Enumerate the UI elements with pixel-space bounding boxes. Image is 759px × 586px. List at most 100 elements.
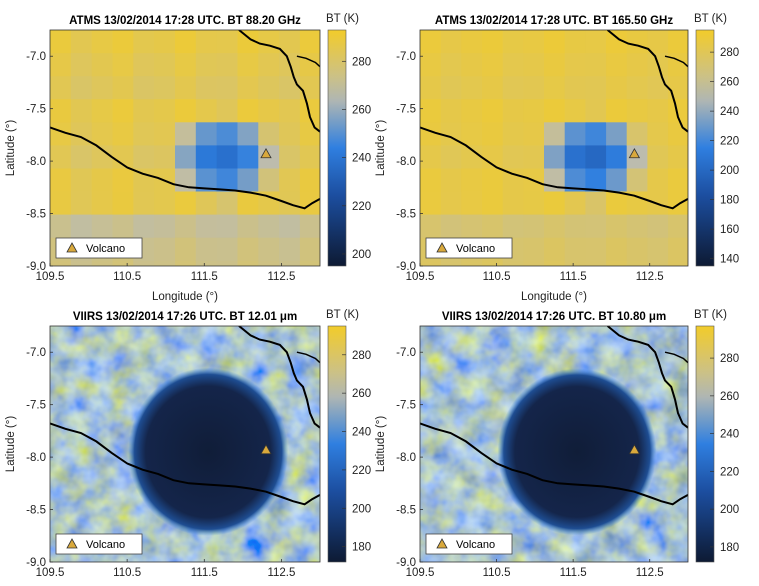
x-tick-label: 110.5 <box>483 271 511 283</box>
y-tick-label: -8.0 <box>26 452 46 464</box>
colorbar-tick-label: 200 <box>720 504 739 516</box>
bt-pixel <box>91 145 114 170</box>
coastline-island <box>296 351 320 364</box>
bt-pixel <box>112 99 134 123</box>
bt-pixel <box>544 122 566 146</box>
bt-pixel <box>585 168 607 193</box>
bt-pixel <box>91 260 114 266</box>
bt-pixel <box>237 191 259 216</box>
colorbar-tick-label: 280 <box>720 353 739 365</box>
colorbar-tick-label: 200 <box>352 503 371 515</box>
colorbar-tick-label: 180 <box>352 542 371 554</box>
bt-pixel <box>420 191 442 216</box>
bt-pixel <box>195 260 218 266</box>
y-tick-label: -7.0 <box>396 51 416 63</box>
y-axis-label: Latitude (°) <box>375 416 387 473</box>
bt-pixel <box>70 30 93 54</box>
bt-pixel <box>544 145 566 170</box>
colorbar-label: BT (K) <box>326 309 359 321</box>
bt-pixel <box>420 30 442 54</box>
bt-pixel <box>91 99 114 123</box>
legend: Volcano <box>425 237 513 259</box>
colorbar-tick-label: 280 <box>352 56 371 68</box>
bt-pixel <box>502 260 524 266</box>
bt-pixel <box>216 76 238 100</box>
y-tick-label: -9.0 <box>26 557 46 569</box>
bt-pixel <box>279 237 301 262</box>
bt-pixel <box>461 168 483 193</box>
bt-pixel <box>523 122 545 146</box>
bt-pixel <box>420 122 442 146</box>
bt-pixel <box>626 122 648 146</box>
coastline-north <box>238 30 320 133</box>
bt-pixel <box>668 76 688 100</box>
bt-pixel <box>502 53 524 77</box>
colorbar-tick-label: 240 <box>352 153 371 165</box>
bt-pixel <box>420 76 442 100</box>
colorbar-tick-label: 200 <box>352 249 371 261</box>
map-area <box>50 30 320 266</box>
bt-pixel <box>606 214 628 239</box>
bt-pixel <box>585 76 607 100</box>
bt-pixel <box>564 30 586 54</box>
x-tick-label: 112.5 <box>267 567 295 579</box>
bt-pixel <box>91 76 114 100</box>
bt-pixel <box>50 122 72 146</box>
bt-pixel <box>482 76 504 100</box>
bt-pixel <box>237 260 259 266</box>
y-tick-label: -8.5 <box>396 505 416 517</box>
bt-pixel <box>647 30 669 54</box>
legend-marker-icon <box>436 538 448 549</box>
x-tick-label: 110.5 <box>113 567 141 579</box>
bt-pixel <box>544 53 566 77</box>
panel-1: Volcano ATMS 13/02/2014 17:28 UTC. BT 88.… <box>5 13 371 303</box>
bt-pixel <box>70 145 93 170</box>
bt-pixel <box>420 260 442 266</box>
bt-pixel <box>133 168 155 193</box>
bt-pixel <box>237 122 259 146</box>
bt-pixel <box>502 145 524 170</box>
bt-pixel <box>461 122 483 146</box>
bt-pixel <box>112 122 134 146</box>
bt-pixel <box>299 214 320 239</box>
colorbar-tick-label: 220 <box>720 136 739 148</box>
bt-pixel <box>668 145 688 170</box>
bt-pixel <box>216 99 238 123</box>
bt-pixel <box>606 260 628 266</box>
bt-pixel <box>668 191 688 216</box>
bt-pixel <box>502 214 524 239</box>
colorbar-tick-label: 280 <box>352 350 371 362</box>
bt-pixel <box>606 145 628 170</box>
bt-pixel <box>420 214 442 239</box>
bt-pixel <box>523 237 545 262</box>
bt-pixel <box>237 214 259 239</box>
panel-title: ATMS 13/02/2014 17:28 UTC. BT 165.50 GHz <box>435 15 673 27</box>
bt-pixel <box>175 260 197 266</box>
colorbar-label: BT (K) <box>326 13 359 25</box>
bt-pixel <box>91 214 114 239</box>
bt-pixel <box>502 76 524 100</box>
x-tick-label: 110.5 <box>113 271 141 283</box>
bt-pixel <box>626 76 648 100</box>
bt-pixel <box>461 260 483 266</box>
y-tick-label: -8.0 <box>396 452 416 464</box>
panel-4: Volcano VIIRS 13/02/2014 17:26 UTC. BT 10… <box>375 309 739 579</box>
legend-marker-icon <box>66 538 78 549</box>
colorbar-gradient <box>327 325 347 563</box>
bt-pixel <box>606 30 628 54</box>
bt-pixel <box>237 145 259 170</box>
bt-pixel <box>299 99 320 123</box>
bt-pixel <box>195 145 218 170</box>
bt-pixel <box>216 260 238 266</box>
colorbar-tick-label: 200 <box>720 165 739 177</box>
bt-pixel <box>175 76 197 100</box>
colorbar-tick-label: 220 <box>352 465 371 477</box>
coastline-south <box>50 422 320 506</box>
bt-pixel <box>154 237 176 262</box>
x-tick-label: 112.5 <box>636 271 664 283</box>
bt-pixel <box>502 30 524 54</box>
bt-pixel <box>133 122 155 146</box>
legend-label: Volcano <box>86 539 125 551</box>
colorbar-tick-label: 280 <box>720 47 739 59</box>
